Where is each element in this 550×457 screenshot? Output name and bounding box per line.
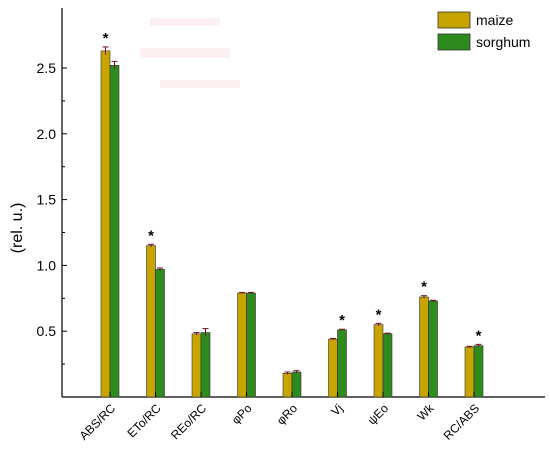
x-tick-label: ABS/RC — [77, 401, 119, 443]
axes — [61, 8, 545, 398]
bar-sorghum — [109, 65, 120, 398]
bar-maize — [191, 333, 202, 398]
x-tick-label: ETo/RC — [124, 401, 163, 440]
bar-sorghum — [382, 333, 393, 398]
y-tick-label: 0.5 — [37, 323, 57, 339]
bars: * * * * * * — [100, 30, 484, 398]
bar-maize — [464, 346, 475, 398]
significance-star: * — [339, 312, 345, 329]
y-axis-label: (rel. u.) — [9, 203, 26, 254]
x-tick-label: ψEo — [365, 401, 392, 428]
x-tick-label: Vj — [328, 401, 345, 418]
bar-maize — [146, 245, 156, 398]
bar-maize — [237, 292, 247, 398]
bar-sorghum — [155, 269, 165, 398]
bar-maize — [419, 296, 429, 398]
bar-maize — [328, 338, 338, 398]
significance-star: * — [103, 30, 109, 47]
y-tick-label: 1.5 — [37, 192, 57, 208]
legend-label-maize: maize — [476, 12, 514, 28]
legend-swatch-maize — [437, 11, 471, 29]
bar-sorghum — [246, 292, 256, 398]
legend-swatch-sorghum — [437, 33, 471, 51]
faint-background-artifacts — [140, 18, 240, 88]
y-axis-ticks: 0.5 1.0 1.5 2.0 2.5 — [37, 60, 67, 365]
significance-star: * — [421, 279, 427, 296]
bar-maize — [100, 50, 111, 398]
bar-sorghum — [200, 332, 211, 398]
significance-star: * — [476, 327, 482, 344]
bar-sorghum — [473, 345, 484, 398]
bar-sorghum — [291, 371, 302, 398]
significance-star: * — [148, 227, 154, 244]
x-tick-label: Wk — [414, 401, 437, 424]
significance-star: * — [376, 306, 382, 323]
x-tick-label: REo/RC — [168, 401, 209, 442]
y-tick-label: 2.5 — [37, 60, 57, 76]
x-axis-ticks: ABS/RC ETo/RC REo/RC φPo φRo Vj ψEo Wk RC/ABS — [77, 392, 482, 443]
bar-maize — [282, 373, 293, 398]
y-tick-label: 2.0 — [37, 126, 57, 142]
x-tick-label: φRo — [274, 401, 300, 427]
legend: maize sorghum — [437, 11, 530, 51]
bar-sorghum — [337, 329, 347, 398]
x-tick-label: RC/ABS — [441, 401, 482, 442]
bar-maize — [373, 324, 384, 398]
bar-sorghum — [428, 300, 438, 398]
y-tick-label: 1.0 — [37, 257, 57, 273]
legend-label-sorghum: sorghum — [476, 34, 530, 50]
x-tick-label: φPo — [229, 401, 255, 427]
